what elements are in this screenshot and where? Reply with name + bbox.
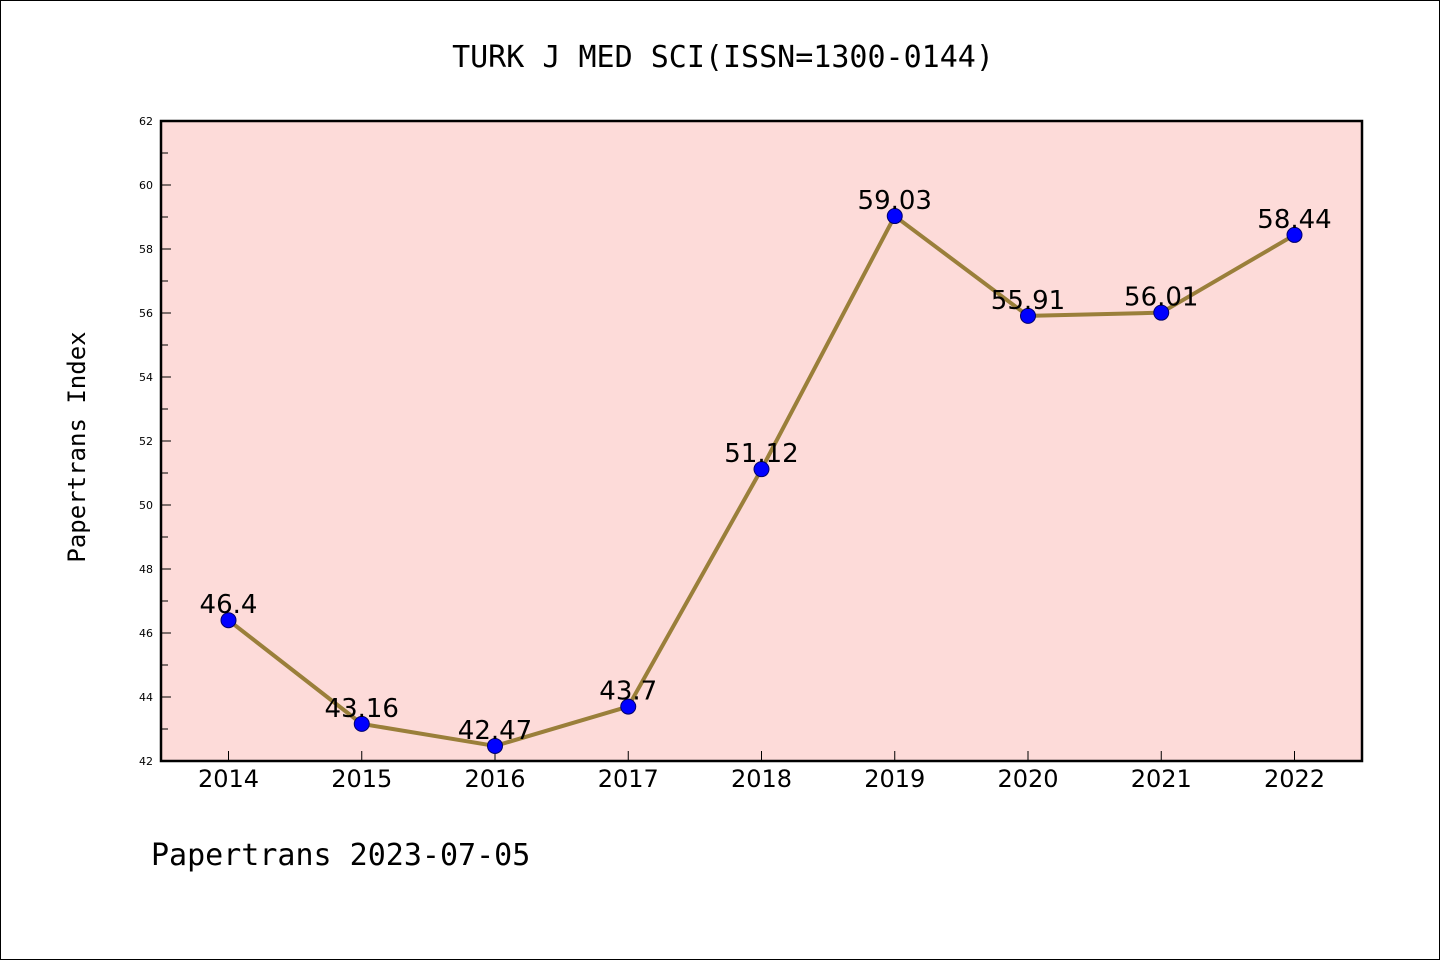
plot-border	[159, 119, 1364, 763]
data-points	[220, 208, 1303, 754]
x-tick-label: 2014	[198, 765, 259, 793]
data-point	[1020, 307, 1036, 324]
data-label: 59.03	[858, 186, 932, 216]
data-labels: 46.4 43.16 42.47 43.7 51.12 59.03 55.91 56.01 58…	[200, 186, 1332, 746]
y-tick-label: 60	[139, 179, 153, 192]
data-point	[353, 715, 370, 732]
data-point	[753, 461, 770, 478]
data-label: 43.16	[325, 694, 399, 724]
chart-title: TURK J MED SCI(ISSN=1300-0144)	[452, 40, 994, 75]
data-point	[620, 698, 637, 715]
data-label: 43.7	[599, 677, 657, 707]
x-tick-label: 2018	[731, 765, 792, 793]
x-tick-label: 2015	[331, 765, 392, 793]
x-axis: 2014 2015 2016 2017 2018 2019 2020 2021 2022	[198, 751, 1325, 793]
data-label: 46.4	[200, 590, 258, 620]
footer-credit: Papertrans 2023-07-05	[151, 838, 530, 873]
y-tick-label: 50	[139, 499, 153, 512]
x-tick-label: 2020	[997, 765, 1058, 793]
x-tick-label: 2017	[598, 765, 659, 793]
x-tick-label: 2016	[464, 765, 525, 793]
y-tick-label: 56	[139, 307, 153, 320]
data-label: 51.12	[724, 439, 798, 469]
y-axis-label: Papertrans Index	[63, 331, 91, 562]
y-axis: 42 44 46 48 50 52 54 56 58 60 62	[139, 115, 171, 768]
data-label: 55.91	[991, 286, 1065, 316]
data-point	[1153, 304, 1170, 321]
data-point	[886, 208, 903, 225]
y-tick-label: 54	[139, 371, 153, 384]
y-tick-label: 58	[139, 243, 153, 256]
x-tick-label: 2022	[1264, 765, 1325, 793]
y-tick-label: 42	[139, 755, 153, 768]
y-tick-label: 62	[139, 115, 153, 128]
x-tick-label: 2019	[864, 765, 925, 793]
y-tick-label: 48	[139, 563, 153, 576]
data-point	[220, 612, 237, 629]
y-tick-label: 46	[139, 627, 153, 640]
y-tick-label: 44	[139, 691, 153, 704]
plot-area	[161, 121, 1362, 761]
y-tick-label: 52	[139, 435, 153, 448]
data-label: 42.47	[458, 716, 532, 746]
data-point	[1286, 226, 1303, 243]
x-tick-label: 2021	[1131, 765, 1192, 793]
data-label: 56.01	[1124, 283, 1198, 313]
data-point	[487, 737, 503, 754]
data-label: 58.44	[1257, 205, 1331, 235]
